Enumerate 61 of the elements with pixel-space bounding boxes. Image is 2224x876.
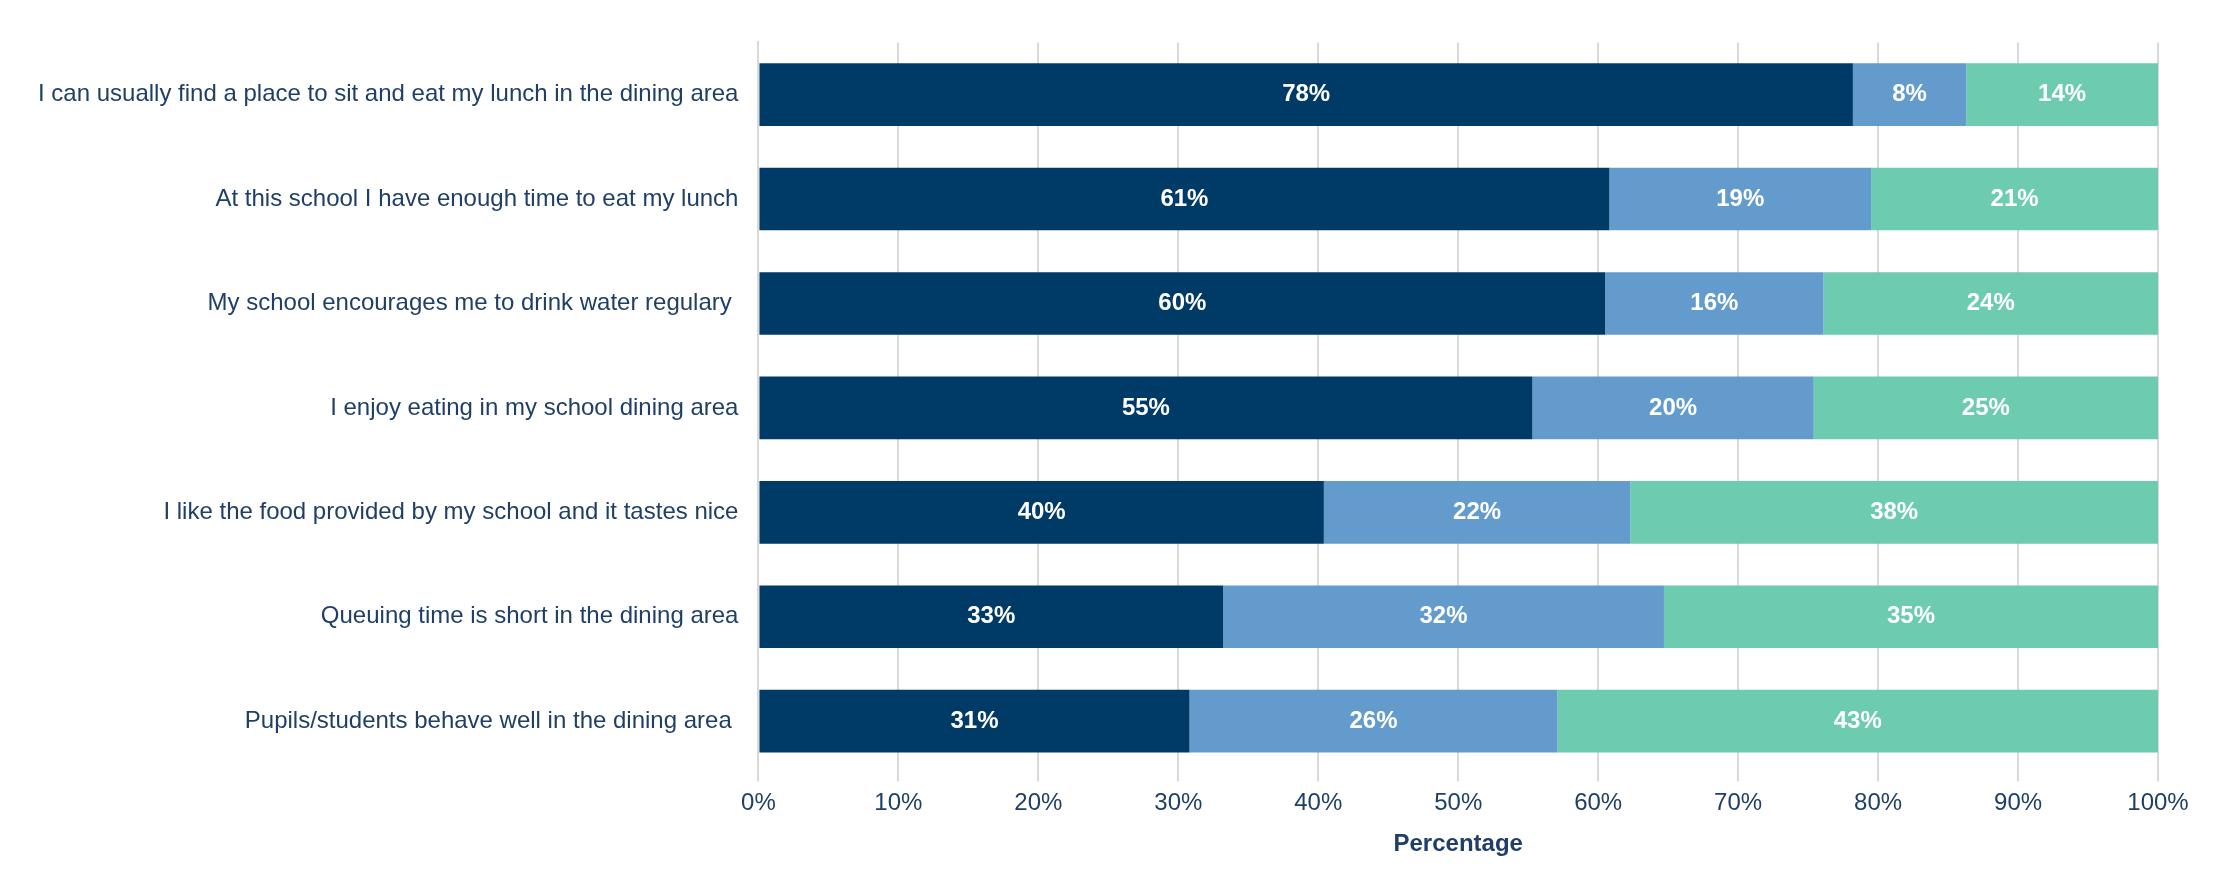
bar <box>1871 167 2158 231</box>
bar <box>759 585 1224 649</box>
data-label: 22% <box>1453 496 1502 524</box>
x-tick-label: 20% <box>1014 788 1063 816</box>
bar <box>1813 376 2158 440</box>
bar <box>1663 585 2158 649</box>
data-label: 20% <box>1649 392 1698 420</box>
data-label: 16% <box>1690 288 1739 316</box>
bar <box>1605 272 1824 335</box>
x-tick-label: 50% <box>1434 788 1483 816</box>
bar <box>1557 689 2158 753</box>
x-tick-label: 30% <box>1154 788 1203 816</box>
data-label: 35% <box>1886 601 1935 629</box>
x-tick-label: 10% <box>874 788 923 816</box>
y-tick-label: I enjoy eating in my school dining area <box>330 392 740 420</box>
data-label: 40% <box>1017 496 1066 524</box>
data-label: 21% <box>1990 183 2039 211</box>
bar <box>759 376 1533 440</box>
bar <box>1823 272 2158 335</box>
x-tick-label: 100% <box>2127 788 2189 816</box>
data-label: 25% <box>1961 392 2010 420</box>
data-label: 78% <box>1282 79 1331 107</box>
bar <box>1966 63 2158 126</box>
x-tick-label: 80% <box>1854 788 1903 816</box>
data-label: 55% <box>1121 392 1170 420</box>
data-label: 26% <box>1349 705 1398 733</box>
y-tick-label: Pupils/students behave well in the dining area <box>244 705 739 733</box>
data-label: 24% <box>1966 288 2015 316</box>
data-label: 38% <box>1870 496 1919 524</box>
data-label: 19% <box>1716 183 1765 211</box>
x-axis-title: Percentage <box>1393 829 1523 857</box>
data-label: 8% <box>1892 79 1927 107</box>
bar <box>1852 63 1967 126</box>
y-tick-label: I can usually find a place to sit and eat my lunch in the dining area <box>37 79 740 107</box>
data-label: 61% <box>1160 183 1209 211</box>
y-tick-label: My school encourages me to drink water regulary <box>207 288 739 316</box>
bar <box>759 272 1606 335</box>
x-tick-label: 70% <box>1714 788 1763 816</box>
data-label: 31% <box>950 705 999 733</box>
x-tick-label: 90% <box>1994 788 2043 816</box>
data-label: 33% <box>967 601 1016 629</box>
bar <box>1532 376 1814 440</box>
bar <box>759 481 1324 544</box>
bar <box>1630 481 2158 544</box>
y-tick-label: At this school I have enough time to eat my lunch <box>215 183 739 211</box>
data-label: 43% <box>1833 705 1882 733</box>
x-tick-label: 0% <box>741 788 776 816</box>
x-tick-label: 40% <box>1294 788 1343 816</box>
bar <box>759 63 1853 126</box>
data-label: 32% <box>1419 601 1468 629</box>
y-tick-label: I like the food provided by my school and it tastes nice <box>163 496 739 524</box>
data-label: 14% <box>2038 79 2087 107</box>
x-tick-label: 60% <box>1574 788 1623 816</box>
y-tick-label: Queuing time is short in the dining area <box>320 601 740 629</box>
bar <box>759 689 1190 753</box>
data-label: 60% <box>1158 288 1207 316</box>
bar <box>1223 585 1664 649</box>
bar <box>759 167 1610 231</box>
bar <box>1323 481 1631 544</box>
bar <box>1189 689 1558 753</box>
bar <box>1609 167 1872 231</box>
